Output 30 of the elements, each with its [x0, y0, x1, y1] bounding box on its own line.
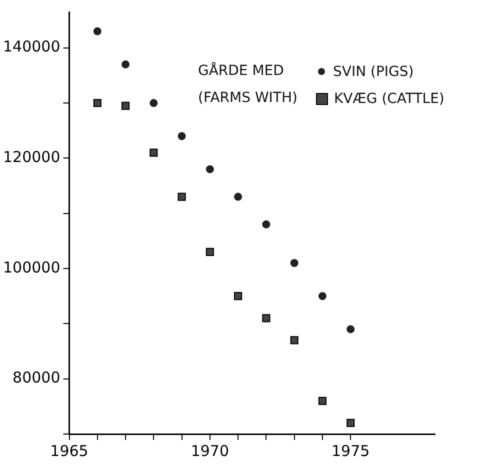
- y-tick-label: 140000: [2, 38, 60, 56]
- point: [318, 396, 326, 405]
- y-tick-label: 120000: [2, 148, 60, 166]
- point: [346, 418, 355, 428]
- point: [206, 165, 214, 174]
- legend-label: SVIN (PIGS): [333, 64, 414, 80]
- x-tick-label: 1970: [190, 442, 230, 460]
- point: [346, 325, 355, 334]
- point: [121, 102, 130, 110]
- point: [93, 98, 102, 108]
- x-tick-label: 1975: [332, 442, 370, 460]
- point: [318, 292, 326, 300]
- point: [290, 258, 298, 267]
- point: [178, 132, 186, 140]
- point: [150, 99, 158, 108]
- legend-label: KVÆG (CATTLE): [334, 90, 444, 106]
- point: [234, 292, 242, 300]
- point: [234, 192, 242, 201]
- x-tick-label: 1965: [50, 442, 88, 460]
- point: [122, 60, 130, 68]
- point: [93, 27, 102, 36]
- legend-title: GÅRDE MED (FARMS WITH): [198, 61, 298, 108]
- y-tick-label: 100000: [2, 258, 60, 276]
- point: [150, 148, 158, 157]
- point: [262, 314, 270, 322]
- y-tick-label: 80000: [12, 368, 60, 387]
- point: [178, 192, 186, 201]
- point: [262, 220, 270, 228]
- point: [206, 248, 214, 256]
- point: [290, 336, 298, 344]
